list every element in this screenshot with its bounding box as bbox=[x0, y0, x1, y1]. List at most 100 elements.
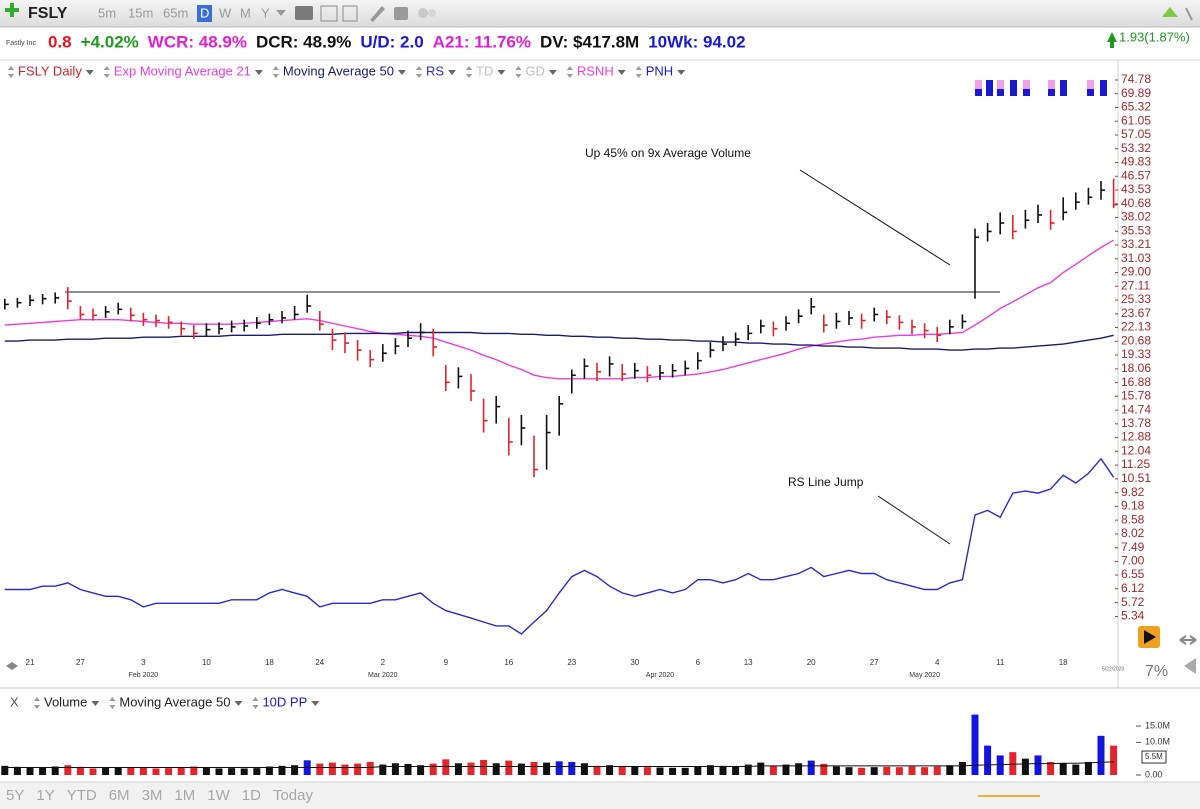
legend-item[interactable]: Volume bbox=[44, 694, 87, 709]
legend-caret[interactable] bbox=[91, 701, 100, 706]
x-month-label: May 2020 bbox=[909, 672, 940, 679]
y-tick-label: 74.78 bbox=[1121, 72, 1151, 86]
range-button[interactable]: 6M bbox=[109, 787, 130, 804]
legend-caret[interactable] bbox=[548, 70, 557, 75]
y-tick-label: 35.53 bbox=[1121, 223, 1151, 237]
legend-grip[interactable] bbox=[415, 66, 422, 78]
volume-bar bbox=[719, 765, 727, 775]
zoom-icon[interactable] bbox=[1184, 658, 1196, 674]
add-symbol-icon[interactable] bbox=[5, 3, 19, 17]
range-button[interactable]: 1M bbox=[174, 787, 195, 804]
volume-bar bbox=[1, 765, 9, 775]
legend-item[interactable]: TD bbox=[476, 63, 493, 78]
volume-bar bbox=[202, 767, 210, 775]
symbol[interactable]: FSLY bbox=[28, 5, 68, 22]
range-button[interactable]: Today bbox=[273, 787, 314, 804]
y-tick-label: 18.06 bbox=[1121, 361, 1151, 375]
interval-button[interactable]: D bbox=[200, 5, 209, 20]
annotation: Up 45% on 9x Average Volume bbox=[585, 146, 751, 160]
volume-bar bbox=[354, 763, 362, 775]
y-tick-label: 19.33 bbox=[1121, 347, 1151, 361]
legend-caret[interactable] bbox=[448, 70, 457, 75]
pattern-flag bbox=[1023, 89, 1030, 96]
interval-button[interactable]: Y bbox=[261, 5, 270, 20]
volume-bar bbox=[492, 763, 500, 775]
volume-bar bbox=[543, 762, 551, 775]
legend-item[interactable]: GD bbox=[525, 63, 545, 78]
legend-caret[interactable] bbox=[397, 70, 406, 75]
volume-bar bbox=[1072, 764, 1080, 775]
legend-grip[interactable] bbox=[252, 697, 259, 709]
legend-item[interactable]: PNH bbox=[646, 63, 673, 78]
legend-item[interactable]: Moving Average 50 bbox=[119, 694, 230, 709]
legend-grip[interactable] bbox=[466, 66, 473, 78]
range-button[interactable]: 5Y bbox=[6, 787, 24, 804]
volume-bar bbox=[958, 761, 966, 775]
legend-grip[interactable] bbox=[109, 697, 116, 709]
volume-bar bbox=[643, 767, 651, 775]
x-tick-label: 18 bbox=[1059, 658, 1068, 667]
legend-item[interactable]: RSNH bbox=[577, 63, 614, 78]
pattern-flag bbox=[1087, 80, 1094, 89]
legend-grip[interactable] bbox=[103, 66, 110, 78]
legend-item[interactable]: 10D PP bbox=[262, 694, 307, 709]
toolbar-icons[interactable] bbox=[276, 5, 1193, 22]
x-tick-label: 9 bbox=[444, 658, 449, 667]
interval-button[interactable]: M bbox=[240, 5, 251, 20]
x-month-label: Mar 2020 bbox=[368, 672, 398, 679]
play-button[interactable] bbox=[1138, 626, 1160, 648]
range-button[interactable]: YTD bbox=[67, 787, 97, 804]
interval-button[interactable]: 65m bbox=[163, 5, 188, 20]
range-button[interactable]: 1D bbox=[242, 787, 261, 804]
legend-item[interactable]: Exp Moving Average 21 bbox=[114, 63, 251, 78]
volume-bar bbox=[807, 760, 815, 775]
legend-caret[interactable] bbox=[497, 70, 506, 75]
legend-item[interactable]: Moving Average 50 bbox=[283, 63, 394, 78]
volume-bar bbox=[89, 768, 97, 775]
scroll-arrows[interactable] bbox=[1179, 635, 1197, 645]
volume-bar bbox=[530, 761, 538, 775]
volume-bar bbox=[316, 763, 324, 775]
interval-button[interactable]: W bbox=[219, 5, 232, 20]
volume-bar bbox=[908, 766, 916, 775]
range-button[interactable]: 1W bbox=[207, 787, 230, 804]
legend-caret[interactable] bbox=[85, 70, 94, 75]
legend-grip[interactable] bbox=[566, 66, 573, 78]
legend-caret[interactable] bbox=[234, 701, 243, 706]
legend-caret[interactable] bbox=[311, 701, 320, 706]
volume-bar bbox=[782, 764, 790, 775]
close-pane[interactable]: X bbox=[10, 694, 19, 709]
legend-caret[interactable] bbox=[677, 70, 686, 75]
range-button[interactable]: 3M bbox=[142, 787, 163, 804]
pattern-flag bbox=[997, 80, 1004, 89]
volume-bar bbox=[215, 768, 223, 775]
annotation-arrow bbox=[799, 169, 951, 266]
y-tick-label: 15.0M bbox=[1145, 720, 1170, 730]
stat: 0.8 bbox=[48, 32, 72, 51]
legend-item[interactable]: FSLY Daily bbox=[18, 63, 82, 78]
legend-grip[interactable] bbox=[34, 697, 40, 709]
legend-caret[interactable] bbox=[254, 70, 263, 75]
y-tick-label: 6.55 bbox=[1121, 567, 1145, 581]
legend-grip[interactable] bbox=[515, 66, 522, 78]
annotation-arrow bbox=[877, 495, 951, 545]
legend-caret[interactable] bbox=[617, 70, 626, 75]
volume-bar bbox=[820, 763, 828, 775]
range-button[interactable]: 1Y bbox=[36, 787, 54, 804]
legend-grip[interactable] bbox=[635, 66, 642, 78]
interval-button[interactable]: 5m bbox=[98, 5, 116, 20]
interval-button[interactable]: 15m bbox=[128, 5, 153, 20]
volume-bar bbox=[832, 766, 840, 775]
x-scroll-icon[interactable] bbox=[6, 662, 18, 670]
y-tick-label: 53.32 bbox=[1121, 141, 1151, 155]
x-tick-label: 27 bbox=[870, 658, 879, 667]
volume-bar bbox=[253, 768, 261, 775]
y-tick-label: 9.18 bbox=[1121, 499, 1145, 513]
zoom-level[interactable]: 7% bbox=[1145, 663, 1168, 680]
legend-grip[interactable] bbox=[272, 66, 279, 78]
x-tick-label: 6 bbox=[696, 658, 701, 667]
stat: DV: $417.8M bbox=[540, 32, 639, 51]
legend-item[interactable]: RS bbox=[426, 63, 444, 78]
legend-grip[interactable] bbox=[8, 66, 14, 78]
